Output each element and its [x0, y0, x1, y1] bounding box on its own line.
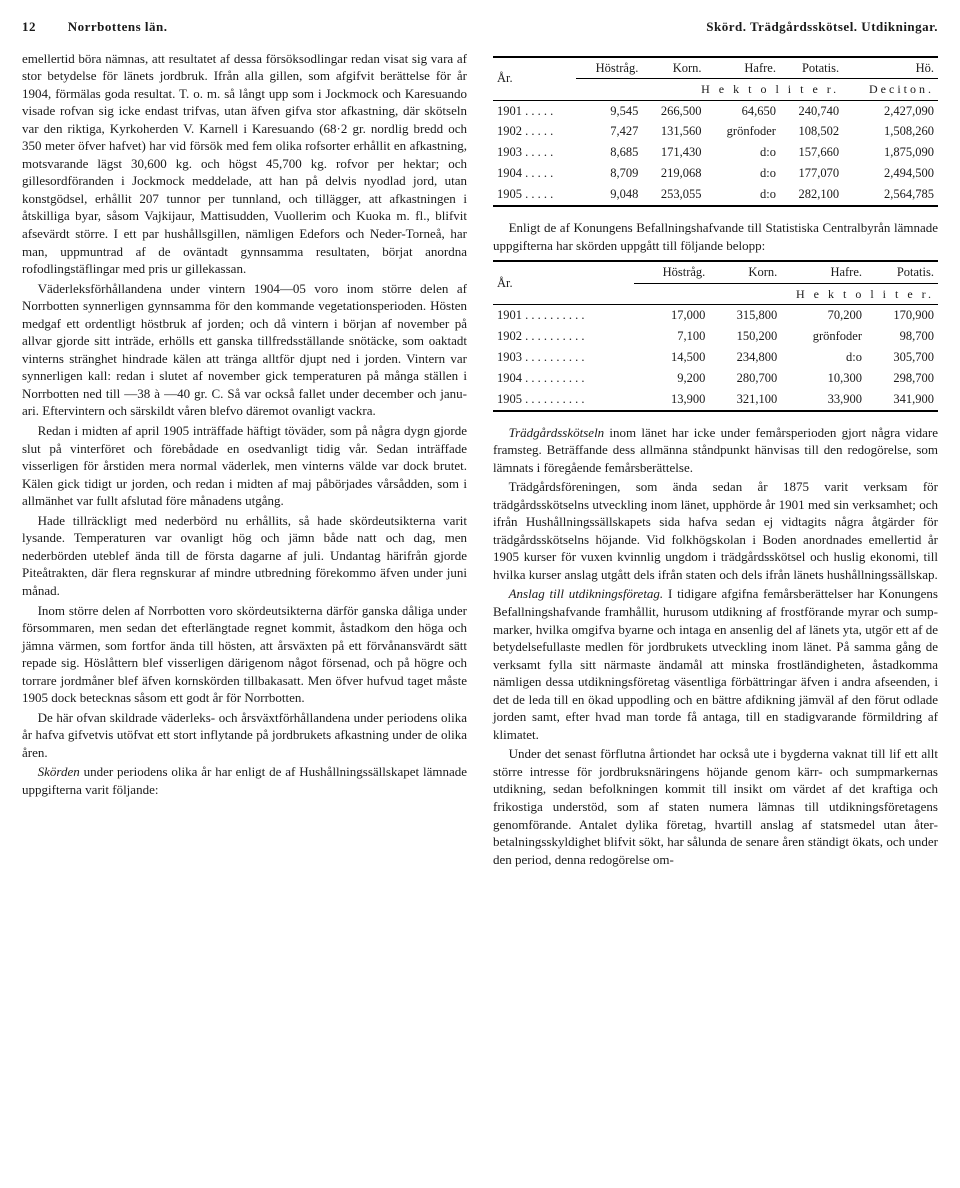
t2-cell: 298,700 — [866, 368, 938, 389]
t1-cell: 2,494,500 — [843, 163, 938, 184]
t1-cell: 8,709 — [576, 163, 642, 184]
right-p1: Enligt de af Konungens Befallningshafvan… — [493, 219, 938, 254]
t1-row: 1902 . . . . . — [493, 121, 576, 142]
right-p2: Trädgårdsskötseln inom länet har icke un… — [493, 424, 938, 477]
t2-h-1: Korn. — [709, 261, 781, 283]
t1-row: 1903 . . . . . — [493, 142, 576, 163]
t2-cell: grönfoder — [781, 326, 866, 347]
t1-cell: d:o — [706, 142, 780, 163]
t2-h-0: Höstråg. — [634, 261, 709, 283]
t1-cell: 9,048 — [576, 184, 642, 206]
left-p1: emellertid böra nämnas, att resultatet a… — [22, 50, 467, 278]
t1-cell: 177,070 — [780, 163, 843, 184]
p4-rest: I tidigare afgifna fem­årsberättelser ha… — [493, 586, 938, 741]
t1-h-0: Höstråg. — [576, 57, 642, 79]
t2-row: 1903 . . . . . . . . . . — [493, 347, 634, 368]
t2-cell: 315,800 — [709, 305, 781, 326]
p2-lead: Trädgårdsskötseln — [509, 425, 605, 440]
t1-cell: 266,500 — [642, 100, 705, 121]
t2-cell: 9,200 — [634, 368, 709, 389]
right-column: År. Höstråg. Korn. Hafre. Potatis. Hö. H… — [493, 50, 938, 871]
t1-h-year: År. — [493, 57, 576, 101]
running-header: 12 Norrbottens län. Skörd. Trädgårdssköt… — [22, 18, 938, 36]
t2-cell: 305,700 — [866, 347, 938, 368]
running-title-left: Norrbottens län. — [68, 19, 168, 34]
t1-cell: 253,055 — [642, 184, 705, 206]
t2-cell: 98,700 — [866, 326, 938, 347]
t2-cell: d:o — [781, 347, 866, 368]
t2-cell: 341,900 — [866, 389, 938, 411]
t1-cell: d:o — [706, 184, 780, 206]
t2-row: 1904 . . . . . . . . . . — [493, 368, 634, 389]
t1-cell: 1,508,260 — [843, 121, 938, 142]
right-p3: Trädgårdsföreningen, som ända sedan år 1… — [493, 478, 938, 583]
t1-cell: 9,545 — [576, 100, 642, 121]
t1-cell: 1,875,090 — [843, 142, 938, 163]
t1-row: 1905 . . . . . — [493, 184, 576, 206]
t2-row: 1905 . . . . . . . . . . — [493, 389, 634, 411]
t1-cell: 64,650 — [706, 100, 780, 121]
t1-cell: 2,564,785 — [843, 184, 938, 206]
t1-cell: grönfoder — [706, 121, 780, 142]
t1-cell: 2,427,090 — [843, 100, 938, 121]
t2-h-year: År. — [493, 261, 634, 305]
left-p4: Hade tillräckligt med nederbörd nu erhål… — [22, 512, 467, 600]
t2-cell: 33,900 — [781, 389, 866, 411]
t1-row: 1901 . . . . . — [493, 100, 576, 121]
p7-rest: under periodens olika år har enligt de a… — [22, 764, 467, 797]
t1-unit-left: H e k t o l i t e r. — [576, 79, 843, 100]
t2-cell: 13,900 — [634, 389, 709, 411]
page-number: 12 — [22, 19, 64, 34]
t1-cell: 219,068 — [642, 163, 705, 184]
right-p4: Anslag till utdikningsföretag. I tidigar… — [493, 585, 938, 743]
right-p5: Under det senast förflutna årtiondet har… — [493, 745, 938, 868]
t2-cell: 14,500 — [634, 347, 709, 368]
left-p6: De här ofvan skildrade väderleks- och år… — [22, 709, 467, 762]
t1-cell: 282,100 — [780, 184, 843, 206]
t2-cell: 234,800 — [709, 347, 781, 368]
t1-h-3: Potatis. — [780, 57, 843, 79]
t1-cell: 157,660 — [780, 142, 843, 163]
left-p5: Inom större delen af Norrbotten voro skö… — [22, 602, 467, 707]
t1-cell: 108,502 — [780, 121, 843, 142]
t2-h-2: Hafre. — [781, 261, 866, 283]
t1-cell: 131,560 — [642, 121, 705, 142]
harvest-table-2: År. Höstråg. Korn. Hafre. Potatis. H e k… — [493, 260, 938, 411]
t1-unit-right: Deciton. — [843, 79, 938, 100]
left-p3: Redan i midten af april 1905 inträffade … — [22, 422, 467, 510]
t1-h-2: Hafre. — [706, 57, 780, 79]
t1-cell: 7,427 — [576, 121, 642, 142]
t2-cell: 321,100 — [709, 389, 781, 411]
t1-cell: 171,430 — [642, 142, 705, 163]
t2-cell: 150,200 — [709, 326, 781, 347]
t2-cell: 70,200 — [781, 305, 866, 326]
t2-cell: 7,100 — [634, 326, 709, 347]
t1-cell: d:o — [706, 163, 780, 184]
t2-row: 1901 . . . . . . . . . . — [493, 305, 634, 326]
running-title-right: Skörd. Trädgårdsskötsel. Utdikningar. — [706, 18, 938, 36]
left-column: emellertid böra nämnas, att resultatet a… — [22, 50, 467, 871]
t1-cell: 8,685 — [576, 142, 642, 163]
harvest-table-1: År. Höstråg. Korn. Hafre. Potatis. Hö. H… — [493, 56, 938, 207]
p4-lead: Anslag till utdikningsföretag. — [509, 586, 664, 601]
t2-cell: 10,300 — [781, 368, 866, 389]
left-p2: Väderleksförhållandena under vintern 190… — [22, 280, 467, 420]
t2-row: 1902 . . . . . . . . . . — [493, 326, 634, 347]
text-columns: emellertid böra nämnas, att resultatet a… — [22, 50, 938, 871]
t2-h-3: Potatis. — [866, 261, 938, 283]
t1-h-4: Hö. — [843, 57, 938, 79]
t1-row: 1904 . . . . . — [493, 163, 576, 184]
t2-cell: 280,700 — [709, 368, 781, 389]
t2-cell: 170,900 — [866, 305, 938, 326]
t2-cell: 17,000 — [634, 305, 709, 326]
left-p7: Skörden under periodens olika år har enl… — [22, 763, 467, 798]
t1-h-1: Korn. — [642, 57, 705, 79]
t2-unit: H e k t o l i t e r. — [634, 283, 938, 304]
p7-lead: Skörden — [38, 764, 80, 779]
t1-cell: 240,740 — [780, 100, 843, 121]
